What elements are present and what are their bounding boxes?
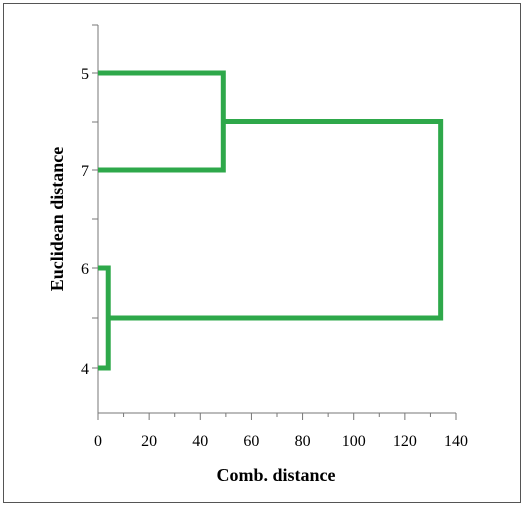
chart-frame <box>3 3 521 503</box>
dendrogram-branch <box>98 70 226 173</box>
x-tick-label: 120 <box>393 433 417 450</box>
dendrogram-lines <box>98 70 444 371</box>
x-tick-label: 100 <box>342 433 366 450</box>
x-tick-label: 20 <box>141 433 157 450</box>
x-tick-label: 60 <box>243 433 259 450</box>
x-axis-title: Comb. distance <box>216 465 335 485</box>
x-tick-label: 140 <box>444 433 468 450</box>
y-tick-label: 5 <box>81 66 89 83</box>
x-tick-label: 0 <box>94 433 102 450</box>
y-tick-label: 7 <box>81 163 89 180</box>
y-axis-title: Euclidean distance <box>47 147 67 292</box>
x-tick-label: 40 <box>192 433 208 450</box>
x-tick-label: 80 <box>295 433 311 450</box>
dendrogram-branch <box>108 119 444 321</box>
y-tick-label: 6 <box>81 261 89 278</box>
dendrogram-branch <box>98 265 111 371</box>
y-tick-label: 4 <box>81 361 89 378</box>
